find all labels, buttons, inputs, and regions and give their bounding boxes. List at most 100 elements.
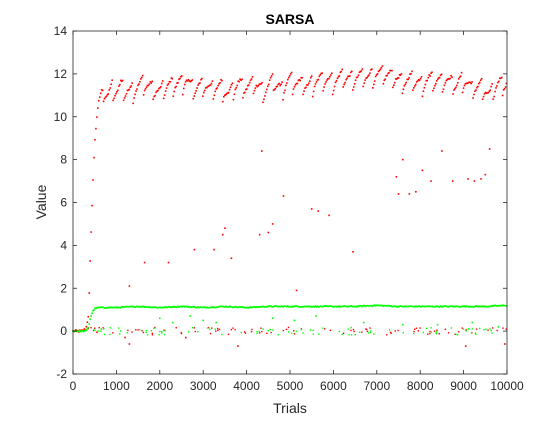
baseline-point	[215, 330, 217, 332]
data-point	[154, 94, 156, 97]
data-point	[228, 305, 231, 308]
data-point	[156, 306, 158, 309]
data-point	[464, 306, 467, 308]
data-point	[307, 84, 309, 86]
data-point	[428, 74, 430, 76]
baseline-point	[287, 326, 290, 329]
data-point	[378, 304, 381, 307]
data-point	[172, 306, 175, 309]
baseline-point	[261, 330, 263, 333]
data-point	[189, 306, 192, 309]
data-point	[430, 72, 432, 75]
data-point	[348, 305, 350, 308]
data-point	[121, 306, 124, 308]
baseline-point	[419, 327, 421, 329]
data-point	[240, 306, 242, 309]
data-point	[346, 305, 348, 308]
data-point	[493, 304, 495, 307]
data-point	[122, 306, 125, 308]
baseline-point	[164, 330, 166, 332]
x-axis: 0 1000 2000 3000 4000 5000 6000 7000 8000 9000 100…	[70, 31, 524, 393]
data-point	[305, 86, 307, 89]
data-point	[420, 76, 423, 78]
data-point	[250, 78, 253, 80]
data-point	[328, 77, 330, 80]
data-point	[274, 87, 277, 90]
data-point	[151, 80, 154, 83]
baseline-point	[350, 329, 352, 332]
data-point	[200, 78, 202, 81]
outlier-point	[395, 175, 398, 178]
data-point	[224, 306, 226, 308]
baseline-point	[194, 330, 196, 333]
data-point	[109, 306, 112, 309]
data-point	[419, 305, 422, 308]
data-point	[148, 83, 151, 85]
data-point	[458, 76, 461, 78]
data-point	[266, 305, 269, 308]
baseline-point	[251, 328, 253, 331]
data-point	[418, 305, 421, 308]
outlier-point	[258, 233, 261, 236]
baseline-point	[433, 330, 436, 332]
data-point	[500, 304, 503, 307]
baseline-point	[187, 331, 190, 333]
data-point	[264, 95, 266, 97]
data-point	[447, 78, 450, 80]
data-point	[472, 97, 474, 99]
data-point	[461, 305, 464, 307]
data-point	[251, 306, 254, 308]
data-point	[445, 79, 448, 82]
data-point	[401, 92, 404, 95]
data-point	[329, 305, 331, 308]
data-point	[366, 304, 368, 307]
data-point	[469, 305, 471, 308]
data-point	[272, 89, 275, 92]
x-tick-label: 1000	[103, 379, 130, 393]
data-point	[80, 330, 83, 332]
data-point	[368, 305, 370, 307]
data-point	[216, 87, 218, 89]
data-point	[456, 82, 459, 84]
data-point	[179, 305, 181, 308]
data-point	[398, 74, 401, 76]
data-point	[153, 95, 155, 98]
data-point	[404, 83, 407, 86]
baseline-point	[347, 328, 349, 330]
data-point	[148, 306, 151, 308]
data-point	[137, 306, 139, 308]
outlier-point	[124, 336, 126, 339]
data-point	[265, 306, 267, 308]
data-point	[136, 88, 138, 90]
data-point	[118, 85, 120, 87]
baseline-point	[127, 329, 129, 332]
data-point	[337, 75, 340, 78]
data-point	[211, 306, 214, 309]
data-point	[431, 71, 433, 74]
data-point	[277, 83, 280, 85]
data-point	[495, 87, 497, 89]
data-point	[180, 75, 182, 78]
data-point	[160, 306, 163, 309]
data-point	[403, 85, 406, 87]
data-point	[419, 77, 422, 80]
data-point	[283, 305, 285, 308]
data-point	[241, 78, 243, 81]
data-point	[94, 138, 96, 141]
baseline-point	[94, 327, 96, 329]
baseline-point	[288, 331, 290, 333]
data-point	[364, 305, 366, 308]
data-point	[245, 306, 248, 309]
data-point	[462, 305, 465, 308]
data-point	[214, 90, 217, 93]
baseline-point	[352, 328, 355, 331]
data-point	[304, 305, 306, 308]
data-point	[241, 306, 243, 308]
data-point	[356, 305, 359, 307]
data-point	[131, 82, 133, 84]
data-point	[97, 107, 99, 109]
data-point	[167, 82, 170, 85]
data-point	[448, 305, 450, 308]
data-point	[150, 82, 153, 84]
data-point	[490, 85, 493, 88]
